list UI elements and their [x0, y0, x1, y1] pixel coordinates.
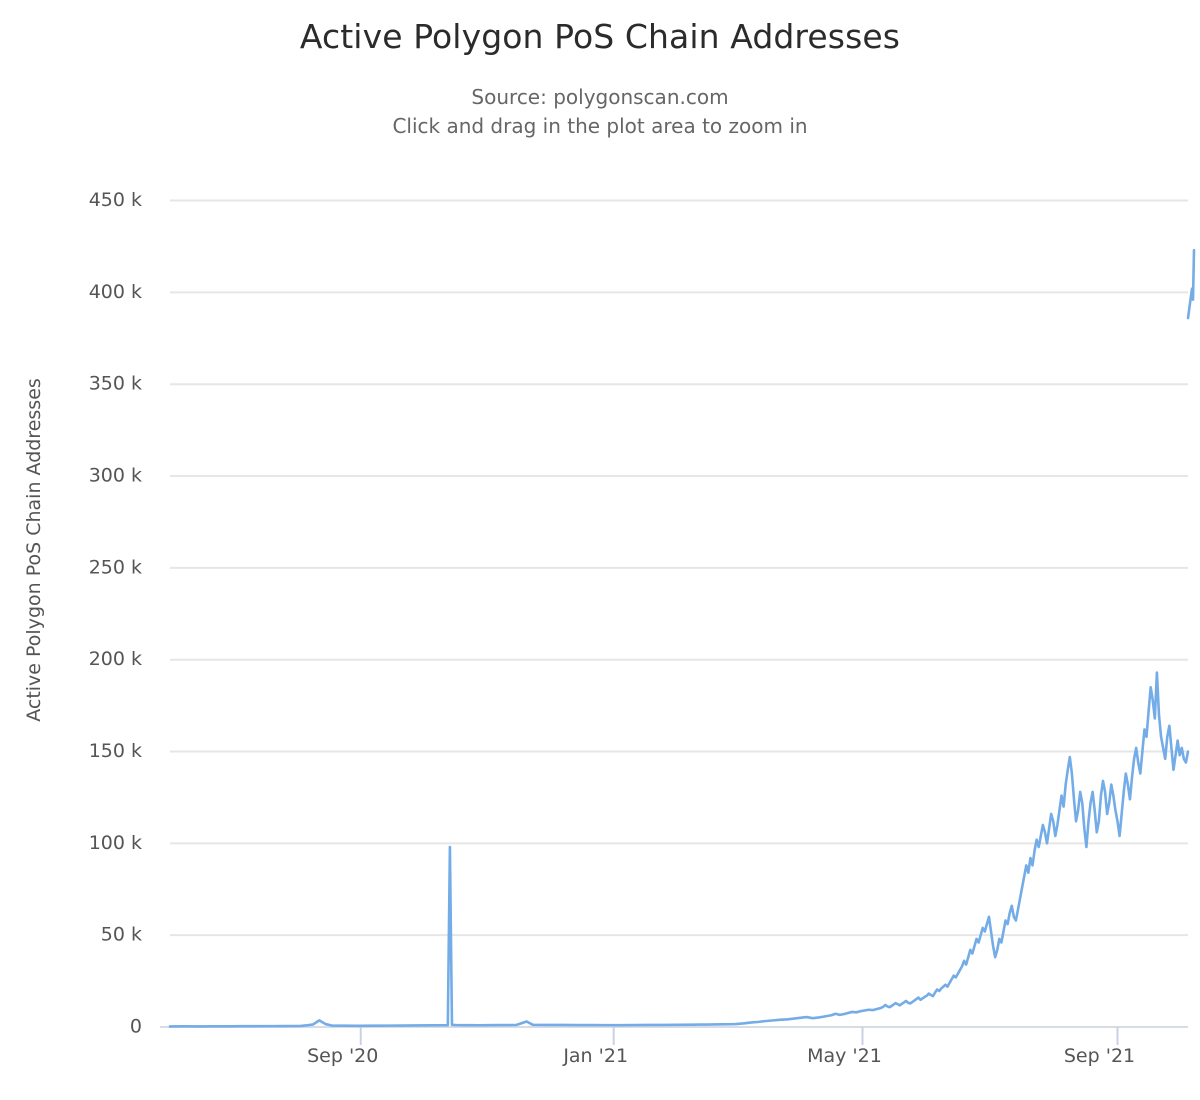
x-tick-label: May '21 — [807, 1045, 882, 1067]
y-tick-label: 400 k — [89, 281, 142, 303]
chart-subtitle-zoom-hint: Click and drag in the plot area to zoom … — [392, 114, 808, 138]
y-axis-tick-labels: 0 50 k 100 k 150 k 200 k 250 k 300 k 350 k 400 k… — [89, 189, 142, 1037]
y-tick-label: 350 k — [89, 373, 142, 395]
gridlines — [170, 199, 1188, 937]
series-peak-spike — [1186, 248, 1196, 320]
y-tick-label: 300 k — [89, 465, 142, 487]
y-tick-label: 100 k — [89, 832, 142, 854]
x-tick-label: Sep '21 — [1064, 1045, 1135, 1067]
x-axis — [160, 1026, 1188, 1045]
y-tick-label: 250 k — [89, 556, 142, 578]
chart-subtitle-source: Source: polygonscan.com — [471, 85, 729, 109]
data-series[interactable] — [168, 248, 1196, 1028]
y-tick-label: 150 k — [89, 740, 142, 762]
y-tick-label: 450 k — [89, 189, 142, 211]
y-tick-label: 50 k — [101, 924, 142, 946]
x-tick-label: Jan '21 — [562, 1045, 628, 1067]
x-tick-label: Sep '20 — [307, 1045, 378, 1067]
page-title: Active Polygon PoS Chain Addresses — [299, 17, 901, 56]
x-axis-tick-labels: Sep '20 Jan '21 May '21 Sep '21 — [307, 1045, 1135, 1067]
y-tick-label: 200 k — [89, 648, 142, 670]
y-tick-label: 0 — [130, 1016, 142, 1038]
series-line[interactable] — [168, 671, 1190, 1028]
